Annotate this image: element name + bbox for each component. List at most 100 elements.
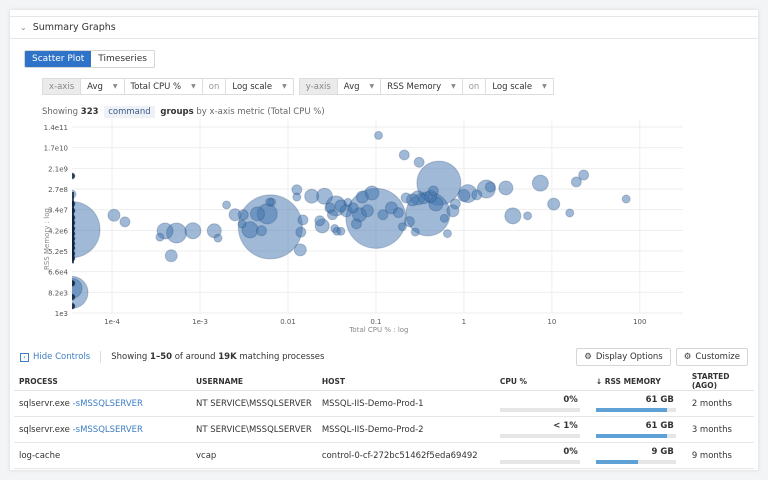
scatter-point[interactable] (410, 227, 420, 237)
col-username[interactable]: USERNAME (191, 372, 317, 391)
scatter-point[interactable] (326, 209, 338, 221)
caret-down-icon: ▼ (451, 83, 456, 90)
scatter-point[interactable] (578, 169, 590, 181)
scatter-point[interactable] (392, 207, 404, 219)
hide-controls-button[interactable]: ‹ Hide Controls (20, 352, 90, 362)
host-cell[interactable]: MSSQL-IIS-Demo-Prod-2 (316, 416, 495, 443)
scatter-point[interactable] (570, 176, 582, 188)
scatter-point[interactable] (523, 211, 533, 221)
results-count: Showing 1–50 of around 19K matching proc… (111, 352, 324, 362)
results-suffix: matching processes (239, 352, 325, 362)
scatter-point[interactable] (297, 214, 309, 226)
scatter-point[interactable] (304, 188, 320, 204)
scatter-point[interactable] (621, 194, 631, 204)
y-metric-select[interactable]: RSS Memory ▼ (381, 79, 463, 94)
scatter-point[interactable] (360, 204, 374, 218)
scatter-point[interactable] (119, 216, 131, 228)
scatter-point[interactable] (184, 222, 202, 240)
table-row[interactable]: sqlservr.exe -sMSSQLSERVER NT SERVICE\MS… (14, 390, 754, 417)
x-scale-select[interactable]: Log scale ▼ (226, 79, 292, 94)
scatter-point[interactable] (413, 156, 425, 168)
scatter-point[interactable] (69, 172, 76, 180)
process-args-link[interactable]: -sMSSQLSERVER (72, 424, 143, 435)
scatter-point[interactable] (155, 232, 165, 242)
scatter-point[interactable] (418, 193, 430, 205)
scatter-point[interactable] (343, 197, 353, 207)
x-metric-select[interactable]: Total CPU % ▼ (125, 79, 203, 94)
scatter-point[interactable] (531, 174, 549, 192)
caret-down-icon: ▼ (191, 83, 196, 90)
scatter-point[interactable] (293, 243, 307, 257)
process-cell[interactable]: sqlservr.exe -sMSSQLSERVER (14, 390, 191, 417)
customize-button[interactable]: ⚙ Customize (675, 348, 748, 366)
scatter-point[interactable] (374, 130, 384, 140)
x-tick-label: 1e-4 (104, 318, 120, 326)
scatter-point[interactable] (237, 219, 247, 229)
scatter-point[interactable] (347, 202, 359, 214)
scatter-point[interactable] (471, 189, 483, 201)
scatter-point[interactable] (547, 197, 561, 211)
y-axis-controls: y-axis Avg ▼ RSS Memory ▼ on Log scale ▼ (298, 78, 554, 95)
scatter-point[interactable] (292, 192, 302, 202)
y-tick-label: 1.4e11 (44, 124, 68, 132)
scatter-point[interactable] (314, 215, 326, 227)
scatter-point[interactable] (256, 225, 268, 237)
scatter-point[interactable] (484, 181, 496, 193)
rss-bar (595, 408, 676, 412)
scatter-point[interactable] (295, 226, 307, 238)
scatter-point[interactable] (449, 198, 461, 210)
scatter-point[interactable] (336, 226, 346, 236)
scatter-point[interactable] (498, 180, 514, 196)
host-cell[interactable]: control-0-cf-272bc51462f5eda69492 (316, 442, 495, 469)
scatter-chart[interactable]: 1e3 8.2e3 6.6e4 5.2e5 4.2e6 3.4e7 2.7e8 2.1e9 1.… (10, 10, 758, 345)
x-agg-value: Avg (87, 81, 103, 92)
scatter-point[interactable] (442, 229, 452, 239)
scatter-point[interactable] (397, 222, 407, 232)
scatter-point[interactable] (377, 209, 389, 221)
scatter-point[interactable] (403, 216, 415, 228)
chevron-down-icon[interactable]: ⌄ (20, 23, 27, 32)
scatter-point[interactable] (222, 200, 232, 210)
scatter-point[interactable] (398, 149, 410, 161)
y-scale-select[interactable]: Log scale ▼ (486, 79, 552, 94)
process-args-link[interactable]: -sMSSQLSERVER (72, 398, 143, 409)
summary-graphs-panel: ⌄ Summary Graphs Scatter Plot Timeseries… (10, 10, 758, 470)
table-row[interactable]: log-cache vcap control-0-cf-272bc51462f5… (14, 442, 754, 469)
x-agg-select[interactable]: Avg ▼ (81, 79, 125, 94)
scatter-point[interactable] (69, 279, 76, 287)
scatter-point[interactable] (350, 218, 362, 230)
scatter-point[interactable] (107, 208, 121, 222)
scatter-point[interactable] (355, 190, 369, 204)
tab-timeseries[interactable]: Timeseries (98, 54, 147, 64)
tab-scatter-plot[interactable]: Scatter Plot (25, 51, 92, 67)
scatter-point[interactable] (504, 207, 522, 225)
host-cell[interactable]: MSSQL-IIS-Demo-Prod-1 (316, 390, 495, 417)
col-host[interactable]: HOST (316, 372, 495, 391)
scatter-point[interactable] (164, 249, 178, 263)
scatter-point[interactable] (439, 213, 449, 223)
col-process[interactable]: PROCESS (14, 372, 191, 391)
col-cpu[interactable]: CPU % (494, 372, 591, 391)
y-agg-select[interactable]: Avg ▼ (338, 79, 382, 94)
group-by-tag[interactable]: command (104, 106, 155, 118)
scatter-point[interactable] (69, 302, 76, 310)
scatter-point[interactable] (237, 209, 249, 221)
scatter-point[interactable] (213, 233, 223, 243)
scatter-point[interactable] (44, 201, 101, 259)
scatter-point[interactable] (457, 188, 471, 202)
display-options-button[interactable]: ⚙ Display Options (576, 348, 671, 366)
col-started[interactable]: STARTED (AGO) (686, 372, 754, 391)
section-header[interactable]: ⌄ Summary Graphs (10, 16, 758, 39)
scatter-point[interactable] (565, 208, 575, 218)
col-rss-memory[interactable]: ↓ RSS MEMORY (590, 372, 687, 391)
cpu-cell: 0% (494, 390, 591, 417)
scatter-point[interactable] (400, 192, 412, 204)
scatter-point[interactable] (265, 197, 275, 207)
scatter-point[interactable] (69, 293, 76, 301)
scatter-point[interactable] (249, 206, 265, 222)
table-row[interactable]: sqlservr.exe -sMSSQLSERVER NT SERVICE\MS… (14, 416, 754, 443)
process-cell[interactable]: log-cache (14, 442, 191, 469)
process-cell[interactable]: sqlservr.exe -sMSSQLSERVER (14, 416, 191, 443)
group-count: 323 (80, 107, 99, 117)
scatter-point[interactable] (427, 185, 439, 197)
